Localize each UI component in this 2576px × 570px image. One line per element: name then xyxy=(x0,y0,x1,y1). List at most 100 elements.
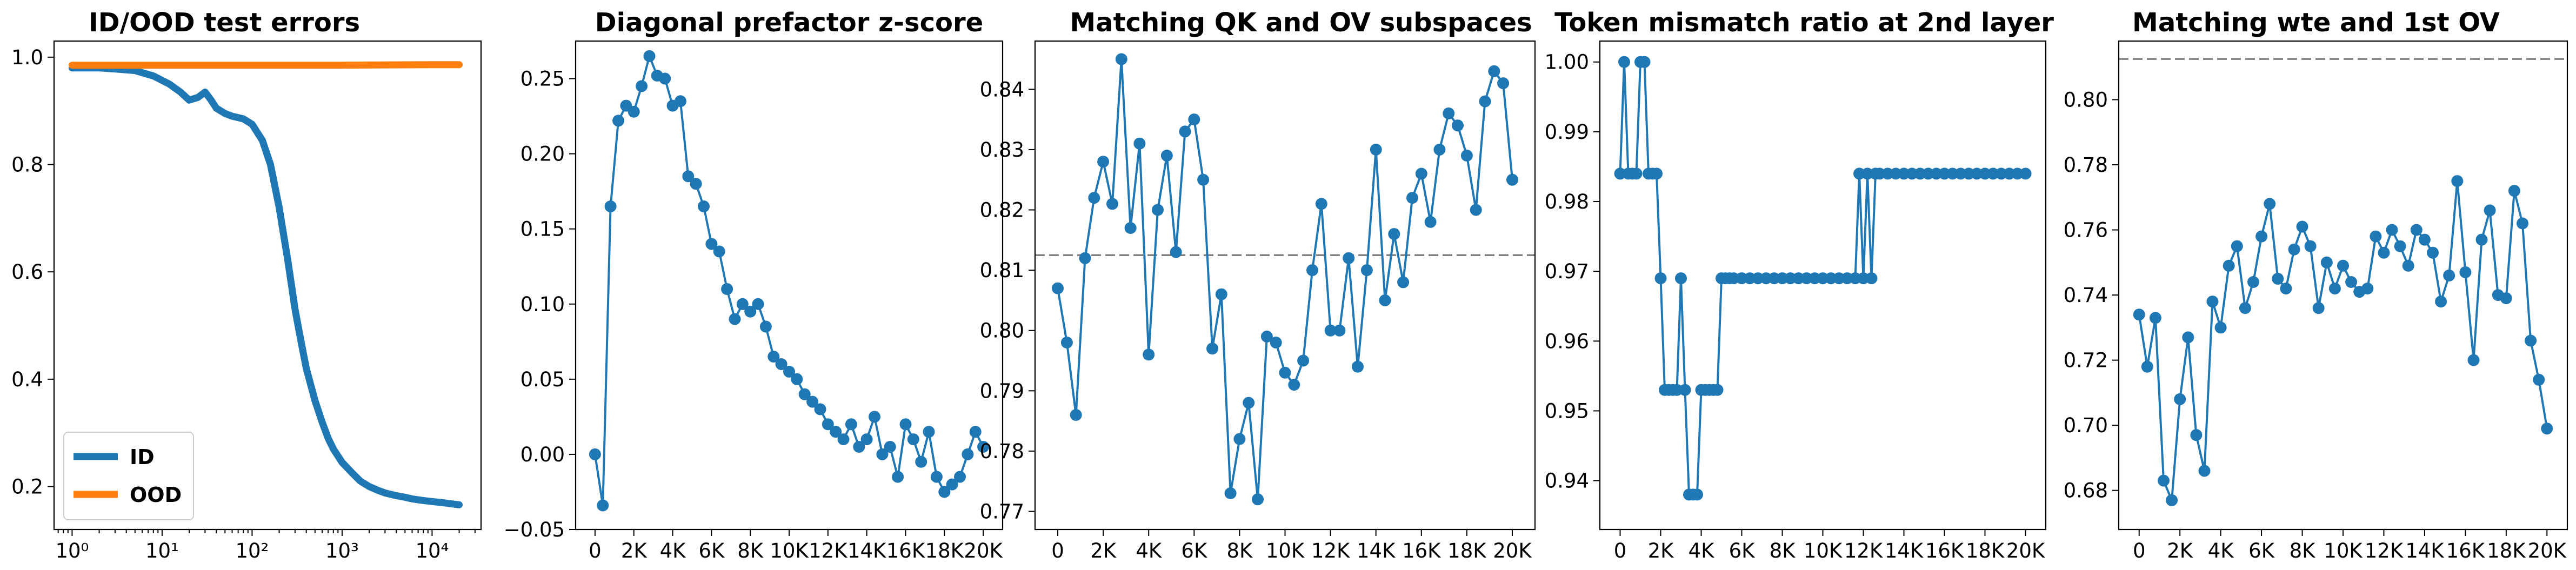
y-tick-label: 0.05 xyxy=(520,368,565,391)
data-point xyxy=(1360,264,1373,277)
data-point xyxy=(915,455,927,468)
x-tick-label: 16K xyxy=(1402,539,1442,562)
data-point xyxy=(2508,185,2520,197)
x-tick-label: 0 xyxy=(2133,539,2146,562)
y-tick-label: 0.70 xyxy=(2064,414,2108,437)
data-point xyxy=(806,395,819,408)
x-tick-label: 0 xyxy=(1614,539,1627,562)
data-point xyxy=(1260,330,1273,343)
data-point xyxy=(1188,113,1200,126)
data-point xyxy=(876,448,889,460)
x-tick-label: 16K xyxy=(2446,539,2486,562)
data-point xyxy=(2475,233,2488,246)
panel-title: Token mismatch ratio at 2nd layer xyxy=(1554,8,2054,38)
x-tick-label: 10⁰ xyxy=(55,539,89,562)
data-point xyxy=(2272,272,2284,285)
x-tick-label: 2K xyxy=(2167,539,2194,562)
y-tick-label: 0.80 xyxy=(980,319,1024,343)
x-tick-label: 0 xyxy=(1051,539,1064,562)
y-tick-label: 0.8 xyxy=(11,153,43,176)
data-point xyxy=(698,200,710,212)
data-point xyxy=(798,388,811,400)
data-point xyxy=(2312,302,2325,314)
x-tick-label: 20K xyxy=(2006,539,2046,562)
series-line-id xyxy=(68,64,463,508)
data-point xyxy=(2206,296,2219,308)
data-point xyxy=(1179,125,1191,138)
data-point xyxy=(2345,276,2358,288)
data-point xyxy=(869,411,880,423)
x-tick-label: 14K xyxy=(1357,539,1396,562)
data-point xyxy=(969,426,982,438)
y-tick-label: 0.96 xyxy=(1545,330,1589,353)
panel-title: Diagonal prefactor z-score xyxy=(595,8,983,38)
y-tick-label: 0.76 xyxy=(2064,219,2108,242)
data-point xyxy=(907,433,919,446)
y-tick-label: 0.74 xyxy=(2064,284,2108,307)
data-point xyxy=(1443,107,1455,119)
y-tick-label: 0.25 xyxy=(520,68,565,91)
data-point xyxy=(2361,283,2374,294)
data-point xyxy=(2467,354,2480,366)
x-tick-label: 14K xyxy=(1885,539,1924,562)
data-point xyxy=(1243,397,1255,409)
data-point xyxy=(1070,409,1082,421)
y-tick-label: 0.82 xyxy=(980,198,1024,222)
data-point xyxy=(977,441,990,453)
data-point xyxy=(930,471,943,483)
data-point xyxy=(1506,173,1518,186)
data-point xyxy=(1160,150,1173,162)
y-tick-label: 0.78 xyxy=(2064,153,2108,177)
data-point xyxy=(1415,167,1427,180)
data-point xyxy=(1324,324,1337,337)
data-point xyxy=(2255,230,2268,243)
data-point xyxy=(1691,488,1703,501)
plot-frame xyxy=(53,40,482,531)
data-point xyxy=(1270,337,1282,348)
data-point xyxy=(822,418,834,431)
data-point xyxy=(923,426,935,438)
x-tick-label: 6K xyxy=(1729,539,1756,562)
data-point xyxy=(1097,156,1110,168)
data-point xyxy=(2280,283,2292,294)
x-tick-label: 0 xyxy=(589,539,602,562)
x-tick-label: 2K xyxy=(1090,539,1117,562)
data-point xyxy=(636,80,648,92)
data-point xyxy=(1397,276,1410,289)
data-point xyxy=(2296,220,2308,233)
y-tick-label: 0.00 xyxy=(520,443,565,466)
data-point xyxy=(1206,343,1218,355)
panel-matching-qk-ov-subspaces: Matching QK and OV subspaces 0 2K 4K 6K 8K 10… xyxy=(980,8,1536,562)
data-point xyxy=(775,358,788,370)
data-point xyxy=(1452,119,1464,132)
data-point xyxy=(1379,294,1391,306)
x-tick-label: 10⁴ xyxy=(415,539,449,562)
y-tick-label: 0.78 xyxy=(980,440,1024,463)
data-point xyxy=(768,351,780,363)
data-point xyxy=(1370,143,1382,156)
x-tick-label: 16K xyxy=(886,539,926,562)
data-point xyxy=(2541,423,2553,435)
data-point xyxy=(2337,259,2349,272)
x-tick-label: 18K xyxy=(1447,539,1487,562)
data-point xyxy=(892,471,904,483)
data-point xyxy=(1224,487,1237,499)
x-tick-label: 4K xyxy=(2208,539,2235,562)
data-point xyxy=(2166,494,2178,506)
data-point xyxy=(2231,240,2243,252)
y-tick-label: 0.4 xyxy=(11,368,43,391)
data-point xyxy=(837,433,850,446)
y-tick-label: 0.80 xyxy=(2064,88,2108,111)
data-point xyxy=(2019,167,2032,180)
data-point xyxy=(1333,324,1346,337)
data-point xyxy=(2149,312,2161,324)
data-point xyxy=(783,365,795,378)
data-point xyxy=(1711,384,1724,396)
data-point xyxy=(860,433,873,446)
data-point xyxy=(759,320,772,333)
data-point xyxy=(2141,360,2153,373)
data-point xyxy=(1170,246,1182,258)
data-point xyxy=(1630,167,1643,180)
x-tick-label: 4K xyxy=(1136,539,1163,562)
data-point xyxy=(1654,272,1667,285)
